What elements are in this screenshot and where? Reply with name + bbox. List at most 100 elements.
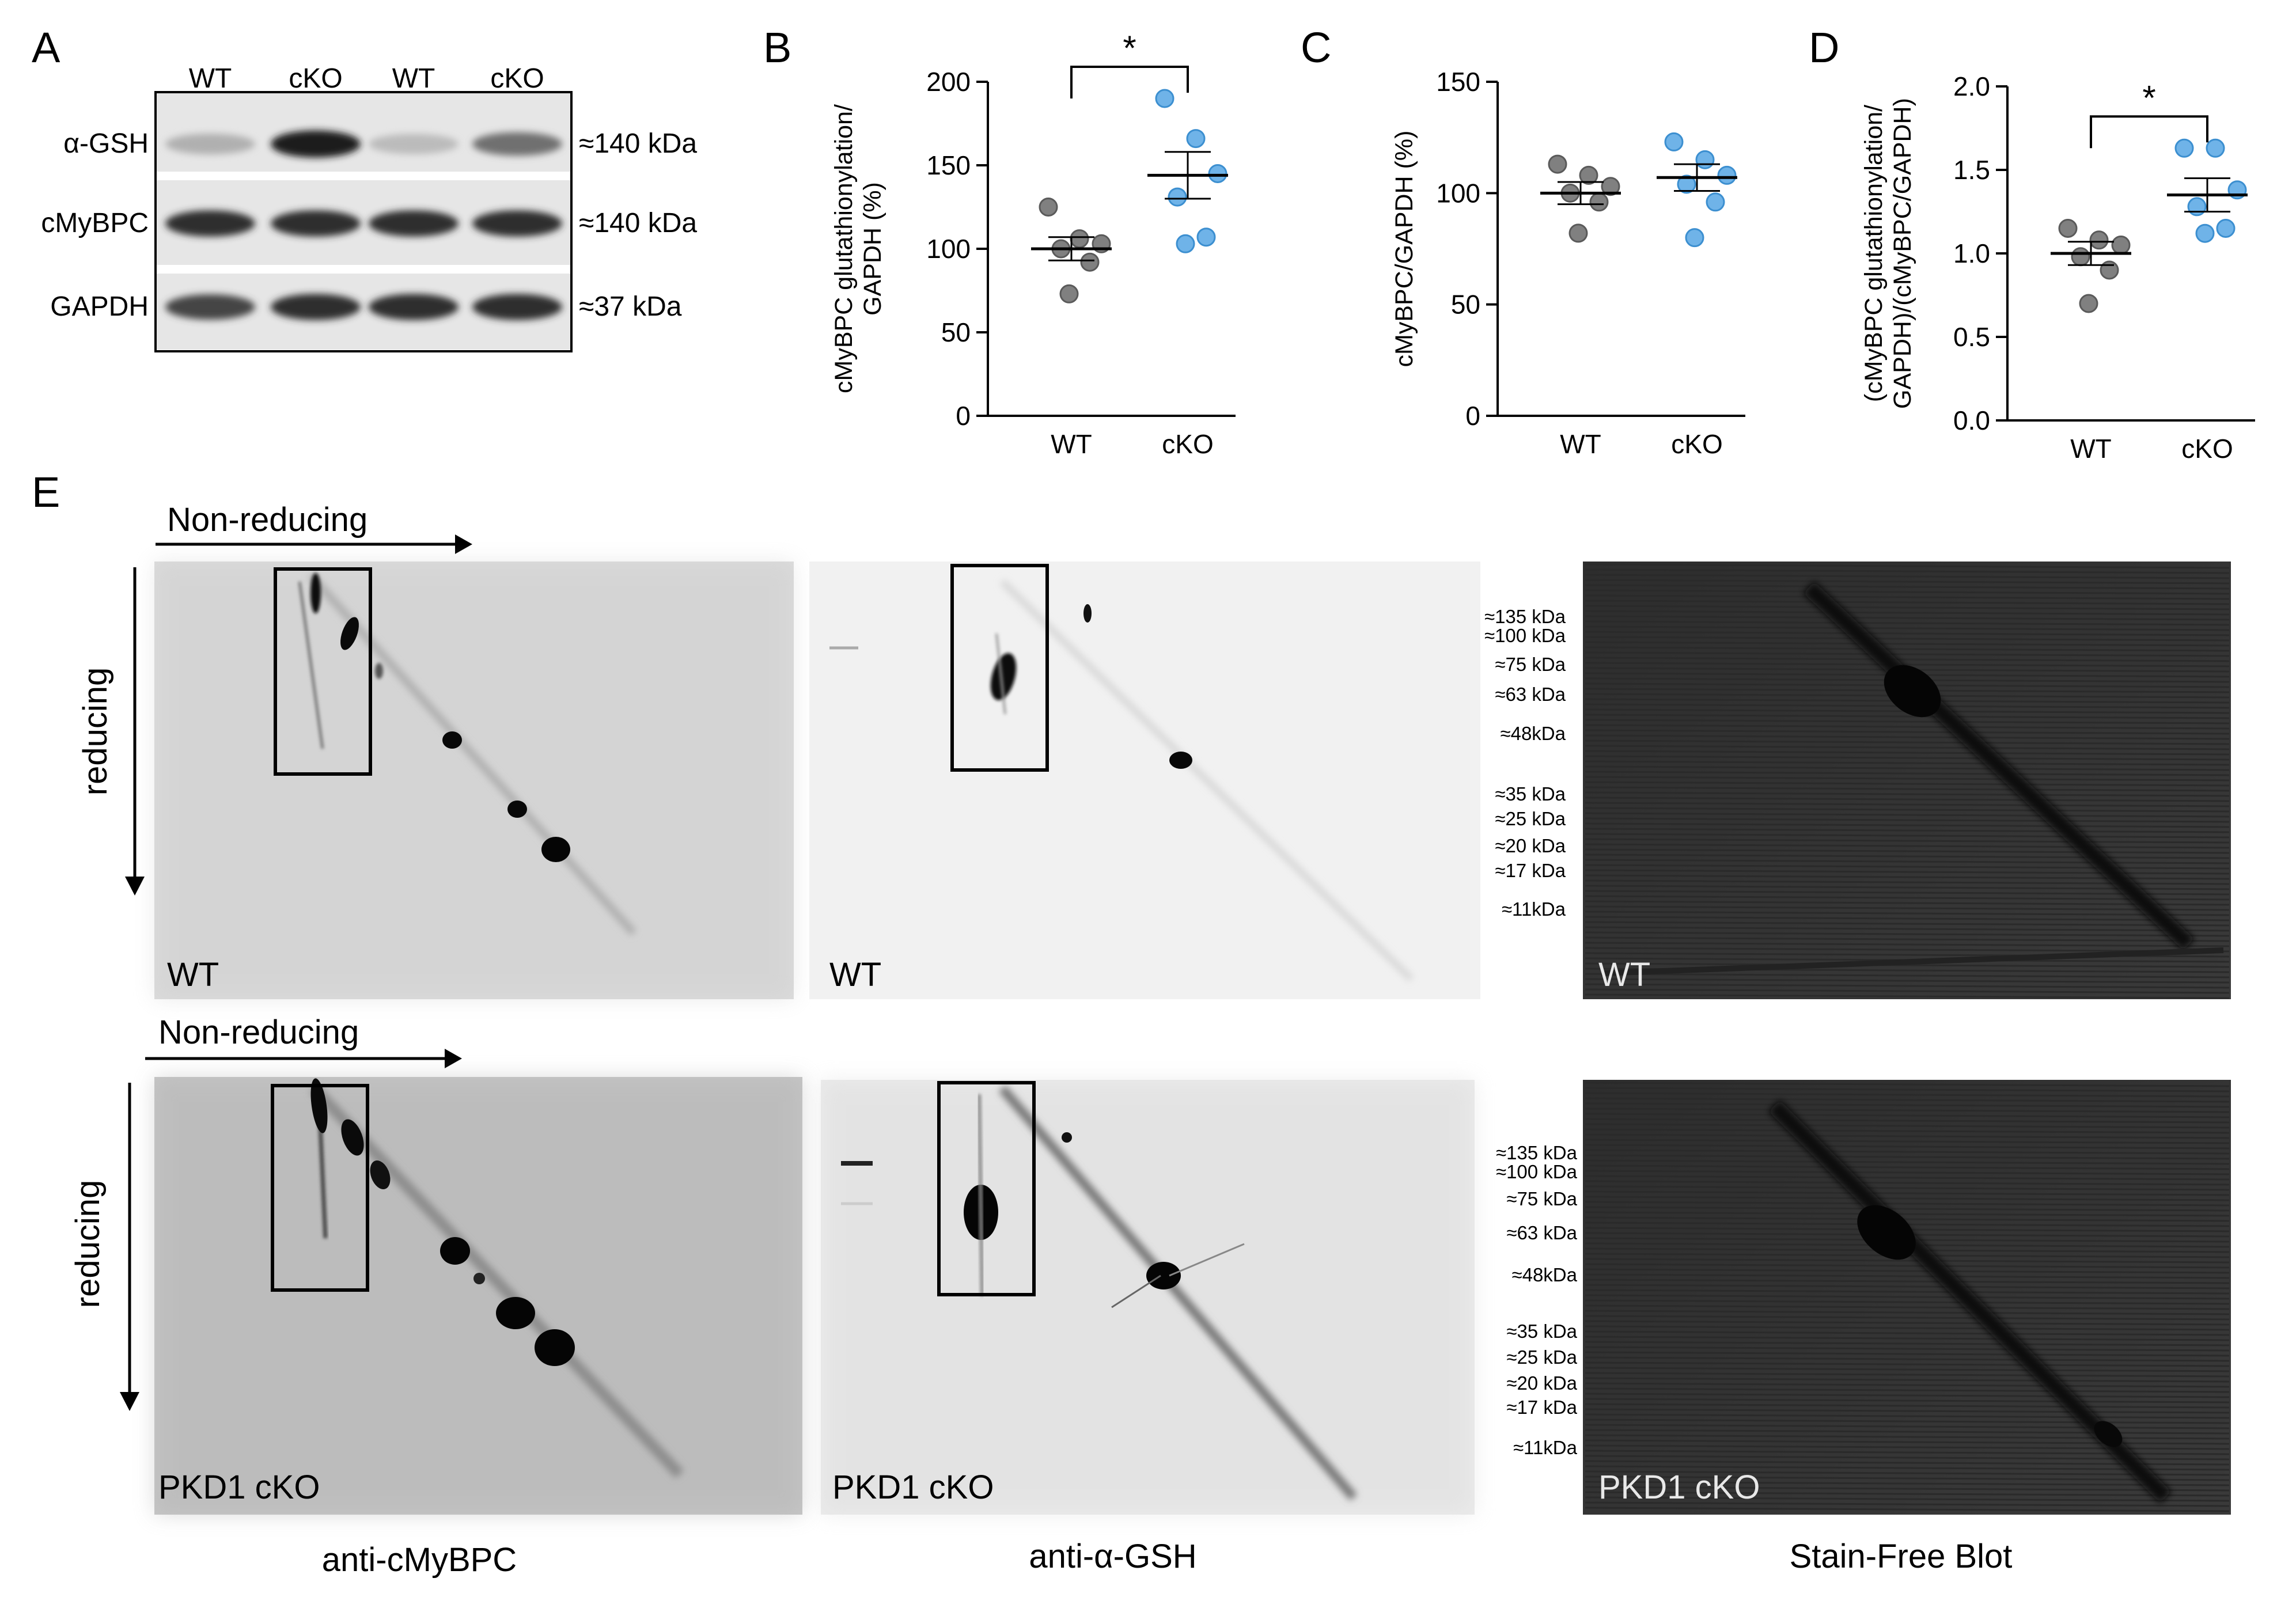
- data-point: [1059, 284, 1079, 304]
- data-point: [1706, 192, 1725, 212]
- gel-row-label-wt-1: WT: [167, 956, 219, 993]
- mw-marker-label: ≈20 kDa: [1495, 835, 1566, 856]
- lane-texture: [1585, 579, 2230, 585]
- lane-texture: [1585, 1087, 2230, 1093]
- blot-band: [472, 294, 562, 320]
- lane-texture: [1585, 1361, 2230, 1367]
- y-axis-label-line: GAPDH)/(cMyBPC/GAPDH): [1889, 98, 1916, 409]
- lane-texture: [1585, 1507, 2230, 1512]
- mw-marker-label: ≈48kDa: [1500, 723, 1566, 744]
- lane-texture: [1585, 760, 2230, 766]
- data-point: [1548, 154, 1567, 174]
- lane-texture: [1585, 853, 2230, 859]
- mw-marker-label: ≈135 kDa: [1484, 606, 1566, 627]
- panel-b-chart: 0 50 100 150 200 WT cKO cMyBPC glutathionylatio…: [830, 29, 1236, 459]
- non-reducing-arrowhead-bottom: [445, 1049, 462, 1068]
- mw-marker-label: ≈17 kDa: [1495, 860, 1566, 881]
- lane-texture: [1585, 771, 2230, 776]
- lane-texture: [1585, 1341, 2230, 1346]
- lane-texture: [1585, 1107, 2230, 1113]
- blot-size-label: ≈140 kDa: [579, 208, 697, 238]
- lane-texture: [1585, 1424, 2230, 1429]
- data-point: [2187, 197, 2207, 217]
- mw-marker-label: ≈35 kDa: [1506, 1321, 1577, 1342]
- lane-texture: [1585, 828, 2230, 833]
- lane-texture: [1585, 988, 2230, 994]
- lane-texture: [1585, 822, 2230, 828]
- panel-a-western-blot: A WT cKO WT cKO α-GSH ≈140 kDa cMyBPC ≈140 kDa…: [32, 24, 697, 352]
- lane-texture: [1585, 1429, 2230, 1435]
- lane-texture: [1585, 1092, 2230, 1098]
- lane-label: WT: [189, 63, 232, 94]
- blot-band: [165, 134, 255, 154]
- lane-texture: [1585, 947, 2230, 953]
- lane-texture: [1585, 895, 2230, 901]
- data-point: [2195, 223, 2215, 243]
- y-tick-label: 200: [926, 67, 971, 97]
- y-axis-label-line: GAPDH (%): [859, 182, 886, 316]
- lane-texture: [1585, 1289, 2230, 1295]
- mw-marker-label: ≈35 kDa: [1495, 783, 1566, 805]
- data-point: [1039, 198, 1058, 217]
- data-point: [2079, 294, 2098, 313]
- lane-texture: [1585, 1118, 2230, 1124]
- lane-texture: [1585, 1336, 2230, 1341]
- data-point: [1196, 227, 1216, 247]
- data-point: [2089, 230, 2109, 250]
- lane-texture: [1585, 843, 2230, 849]
- lane-texture: [1585, 890, 2230, 896]
- column-title-anti-cmybpc: anti-cMyBPC: [322, 1541, 517, 1579]
- significance-marker: *: [2142, 78, 2155, 117]
- y-tick-label: 100: [1436, 178, 1480, 208]
- lane-texture: [1585, 594, 2230, 600]
- lane-texture: [1585, 1481, 2230, 1486]
- lane-texture: [1585, 905, 2230, 911]
- gel-row-label-wt-3: WT: [1598, 956, 1650, 993]
- lane-texture: [1585, 1496, 2230, 1502]
- y-tick-label: 150: [1436, 67, 1480, 97]
- mw-marker-label: ≈17 kDa: [1506, 1397, 1577, 1418]
- lane-texture: [1585, 1315, 2230, 1321]
- x-tick-label: WT: [1051, 429, 1092, 459]
- lane-texture: [1585, 812, 2230, 818]
- lane-label: WT: [392, 63, 435, 94]
- y-tick-label: 1.0: [1953, 238, 1990, 268]
- stain-free-ladder-bottom: [1602, 1156, 1636, 1456]
- x-tick-label: cKO: [1671, 429, 1722, 459]
- gel-row-label-cko-1: PKD1 cKO: [158, 1469, 320, 1506]
- lane-texture: [1585, 605, 2230, 610]
- mw-marker-label: ≈100 kDa: [1484, 625, 1566, 646]
- lane-texture: [1585, 1216, 2230, 1222]
- data-point: [2216, 219, 2236, 238]
- blot-band: [271, 210, 361, 237]
- lane-texture: [1585, 942, 2230, 947]
- blot-size-label: ≈140 kDa: [579, 128, 697, 159]
- lane-texture: [1585, 574, 2230, 579]
- lane-texture: [1585, 1206, 2230, 1212]
- lane-texture: [1585, 1102, 2230, 1108]
- lane-texture: [1585, 1273, 2230, 1279]
- lane-texture: [1585, 1398, 2230, 1403]
- panel-e-2d-gels: E Non-reducing reducing Non-reducing red…: [32, 468, 2231, 1579]
- y-axis-label-line: (cMyBPC glutathionylation/: [1860, 105, 1888, 402]
- blot-row-label: α-GSH: [63, 128, 149, 159]
- data-point: [1155, 89, 1174, 108]
- lane-texture: [1585, 796, 2230, 802]
- lane-label: cKO: [289, 63, 342, 94]
- lane-texture: [1585, 916, 2230, 921]
- x-tick-label: WT: [2070, 434, 2112, 464]
- lane-texture: [1585, 589, 2230, 595]
- blot-band: [369, 134, 459, 154]
- lane-texture: [1585, 1356, 2230, 1362]
- mw-marker-label: ≈48kDa: [1511, 1264, 1577, 1285]
- lane-texture: [1585, 848, 2230, 854]
- mw-marker-label: ≈63 kDa: [1495, 684, 1566, 705]
- lane-texture: [1585, 1501, 2230, 1507]
- y-axis-label-line: cMyBPC/GAPDH (%): [1391, 131, 1418, 367]
- lane-texture: [1585, 1175, 2230, 1181]
- lane-texture: [1585, 1139, 2230, 1144]
- data-point: [2206, 138, 2225, 158]
- gel-row-label-wt-2: WT: [829, 956, 881, 993]
- lane-texture: [1585, 973, 2230, 978]
